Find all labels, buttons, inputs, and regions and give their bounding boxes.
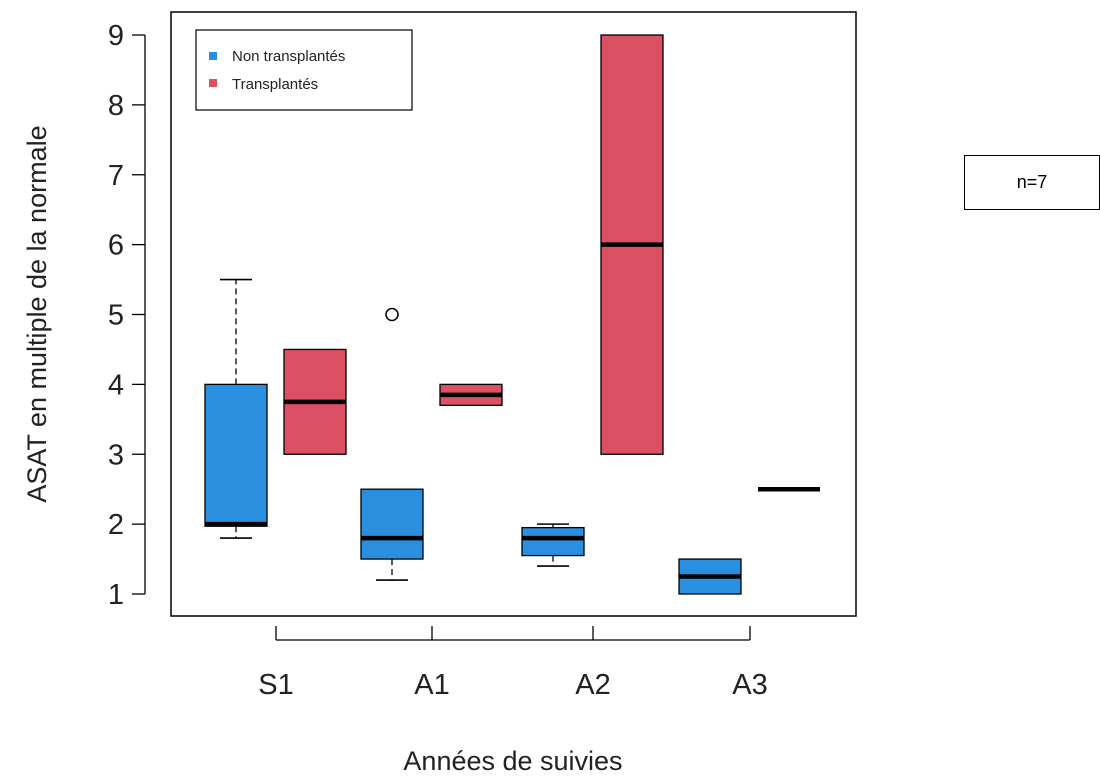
plot-frame	[170, 11, 857, 617]
y-tick-label: 7	[108, 160, 124, 192]
y-tick-label: 6	[108, 230, 124, 262]
x-axis: S1 A1 A2 A3	[258, 626, 768, 701]
box-A3-series-0	[678, 558, 742, 595]
box-body	[204, 383, 268, 527]
y-tick-label: 4	[108, 369, 124, 401]
x-axis-title: Années de suivies	[403, 746, 622, 776]
y-axis: 1 2 3 4 5 6 7 8 9	[108, 20, 146, 611]
y-tick-label: 2	[108, 509, 124, 541]
box-body	[521, 526, 585, 557]
x-tick-label: A2	[575, 669, 610, 701]
y-tick-label: 3	[108, 439, 124, 471]
y-tick-label: 8	[108, 90, 124, 122]
box-body	[360, 488, 424, 560]
x-tick-label: S1	[258, 669, 293, 701]
x-tick-label: A3	[732, 669, 767, 701]
x-tick-label: A1	[414, 669, 449, 701]
y-tick-label: 9	[108, 20, 124, 52]
box-A1-series-0	[360, 307, 424, 581]
legend-frame	[195, 29, 413, 111]
box-A2-series-1	[600, 34, 664, 455]
y-tick-label: 1	[108, 579, 124, 611]
box-S1-series-1	[283, 348, 347, 455]
legend-swatch-transplantes	[209, 79, 217, 87]
sample-size-box: n=7	[964, 155, 1100, 210]
y-tick-label: 5	[108, 300, 124, 332]
sample-size-label: n=7	[1016, 172, 1048, 192]
box-series	[204, 34, 820, 595]
box-A1-series-1	[439, 383, 503, 406]
outlier-point	[385, 307, 399, 322]
legend: Non transplantés Transplantés	[195, 29, 413, 111]
box-A2-series-0	[521, 523, 585, 567]
legend-label-transplantes: Transplantés	[232, 76, 318, 93]
legend-label-non-transplantes: Non transplantés	[232, 48, 345, 65]
y-axis-title: ASAT en multiple de la normale	[22, 125, 52, 502]
box-S1-series-0	[204, 278, 268, 539]
legend-swatch-non-transplantes	[209, 52, 217, 60]
